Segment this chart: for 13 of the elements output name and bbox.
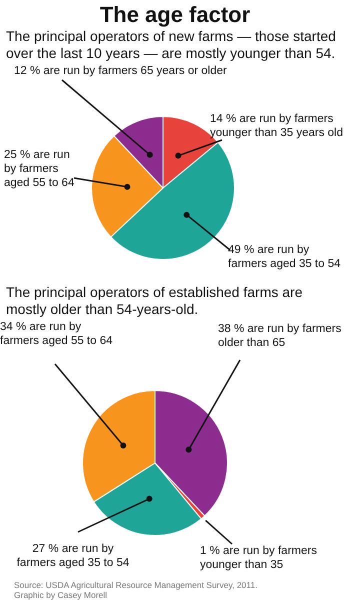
chart-subtitle: The principal operators of established farms are mostly older than 54-years-old. bbox=[6, 284, 304, 318]
slice-label: 27 % are run by farmers aged 35 to 54 bbox=[16, 542, 130, 570]
source-note: Source: USDA Agricultural Resource Management Survey, 2011. bbox=[14, 580, 258, 590]
slice-label: 49 % are run by farmers aged 35 to 54 bbox=[228, 243, 342, 271]
slice-label: 34 % are run by farmers aged 55 to 64 bbox=[0, 320, 114, 348]
chart-subtitle: The principal operators of new farms — those started over the last 10 years — are mostly younger than 54. bbox=[6, 28, 337, 62]
slice-label: 12 % are run by farmers 65 years or older bbox=[14, 64, 228, 78]
slice-label: 25 % are run by farmers aged 55 to 64 bbox=[4, 148, 76, 190]
slice-label: 38 % are run by farmers older than 65 bbox=[218, 322, 342, 350]
slice-label: 14 % are run by farmers younger than 35 years old bbox=[210, 112, 344, 140]
slice-label: 1 % are run by farmers younger than 35 bbox=[200, 544, 318, 572]
text: Graphic by Casey Morell bbox=[14, 590, 108, 600]
chart-title: The age factor bbox=[98, 2, 252, 28]
